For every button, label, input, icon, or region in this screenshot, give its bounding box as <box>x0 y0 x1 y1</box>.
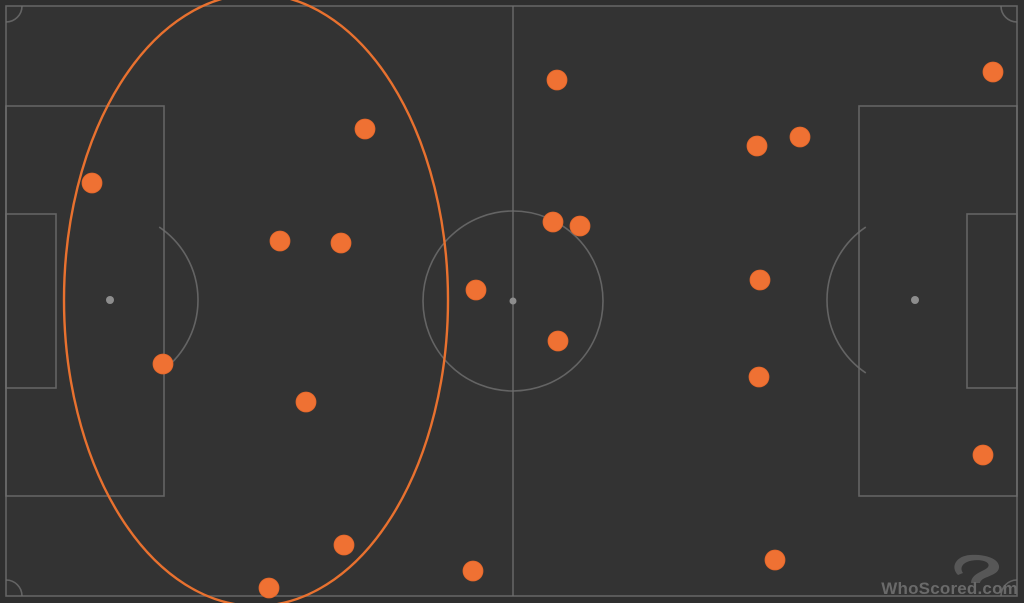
player-position-marker <box>972 444 994 466</box>
highlight-ellipse <box>62 0 450 603</box>
player-position-marker <box>354 118 376 140</box>
player-position-marker <box>462 560 484 582</box>
right-goal-area <box>966 213 1018 389</box>
player-position-marker <box>333 534 355 556</box>
left-goal-area <box>5 213 57 389</box>
left-penalty-spot <box>106 296 114 304</box>
player-position-marker <box>81 172 103 194</box>
player-position-marker <box>569 215 591 237</box>
player-position-marker <box>330 232 352 254</box>
corner-arc-top-right <box>1000 5 1018 23</box>
highlight-zone-ellipse <box>62 0 450 603</box>
player-position-marker <box>748 366 770 388</box>
player-position-marker <box>547 330 569 352</box>
player-position-marker <box>746 135 768 157</box>
corner-arc-top-left <box>5 5 23 23</box>
player-position-marker <box>982 61 1004 83</box>
right-penalty-arc <box>826 226 867 374</box>
center-spot <box>509 297 517 305</box>
corner-arc-bottom-right <box>1000 579 1018 597</box>
player-position-marker <box>269 230 291 252</box>
player-position-marker <box>542 211 564 233</box>
pitch-markings <box>5 5 1018 597</box>
player-position-marker <box>546 69 568 91</box>
corner-arc-bottom-left <box>5 579 23 597</box>
left-penalty-arc <box>158 226 199 374</box>
right-penalty-spot <box>911 296 919 304</box>
player-position-marker <box>258 577 280 599</box>
player-position-marker <box>152 353 174 375</box>
player-position-markers <box>81 61 1004 599</box>
player-position-marker <box>749 269 771 291</box>
player-position-marker <box>295 391 317 413</box>
player-position-marker <box>465 279 487 301</box>
player-position-marker <box>764 549 786 571</box>
center-circle <box>422 210 604 392</box>
player-position-marker <box>789 126 811 148</box>
